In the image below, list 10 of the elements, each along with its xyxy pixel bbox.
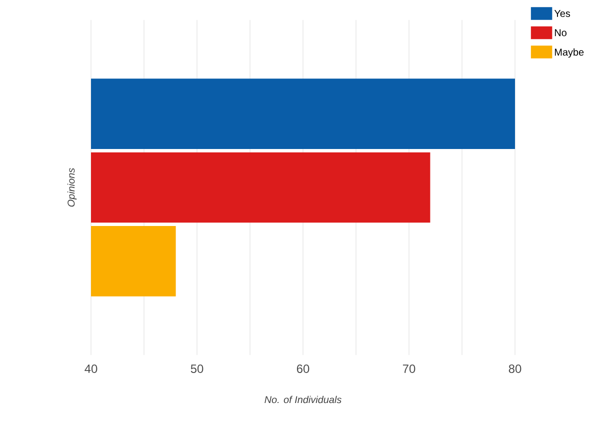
x-tick-label: 50: [190, 364, 204, 373]
legend-label: Maybe: [554, 48, 584, 58]
x-tick-label: 40: [84, 364, 98, 373]
legend-label: Yes: [554, 10, 570, 17]
x-tick-label: 60: [296, 364, 310, 373]
legend-label: No: [554, 29, 566, 36]
x-tick-label: 80: [508, 364, 522, 373]
y-axis-title: Opinions: [67, 168, 77, 207]
x-tick-label: 70: [402, 364, 416, 373]
x-axis-title: No. of Individuals: [264, 396, 342, 404]
